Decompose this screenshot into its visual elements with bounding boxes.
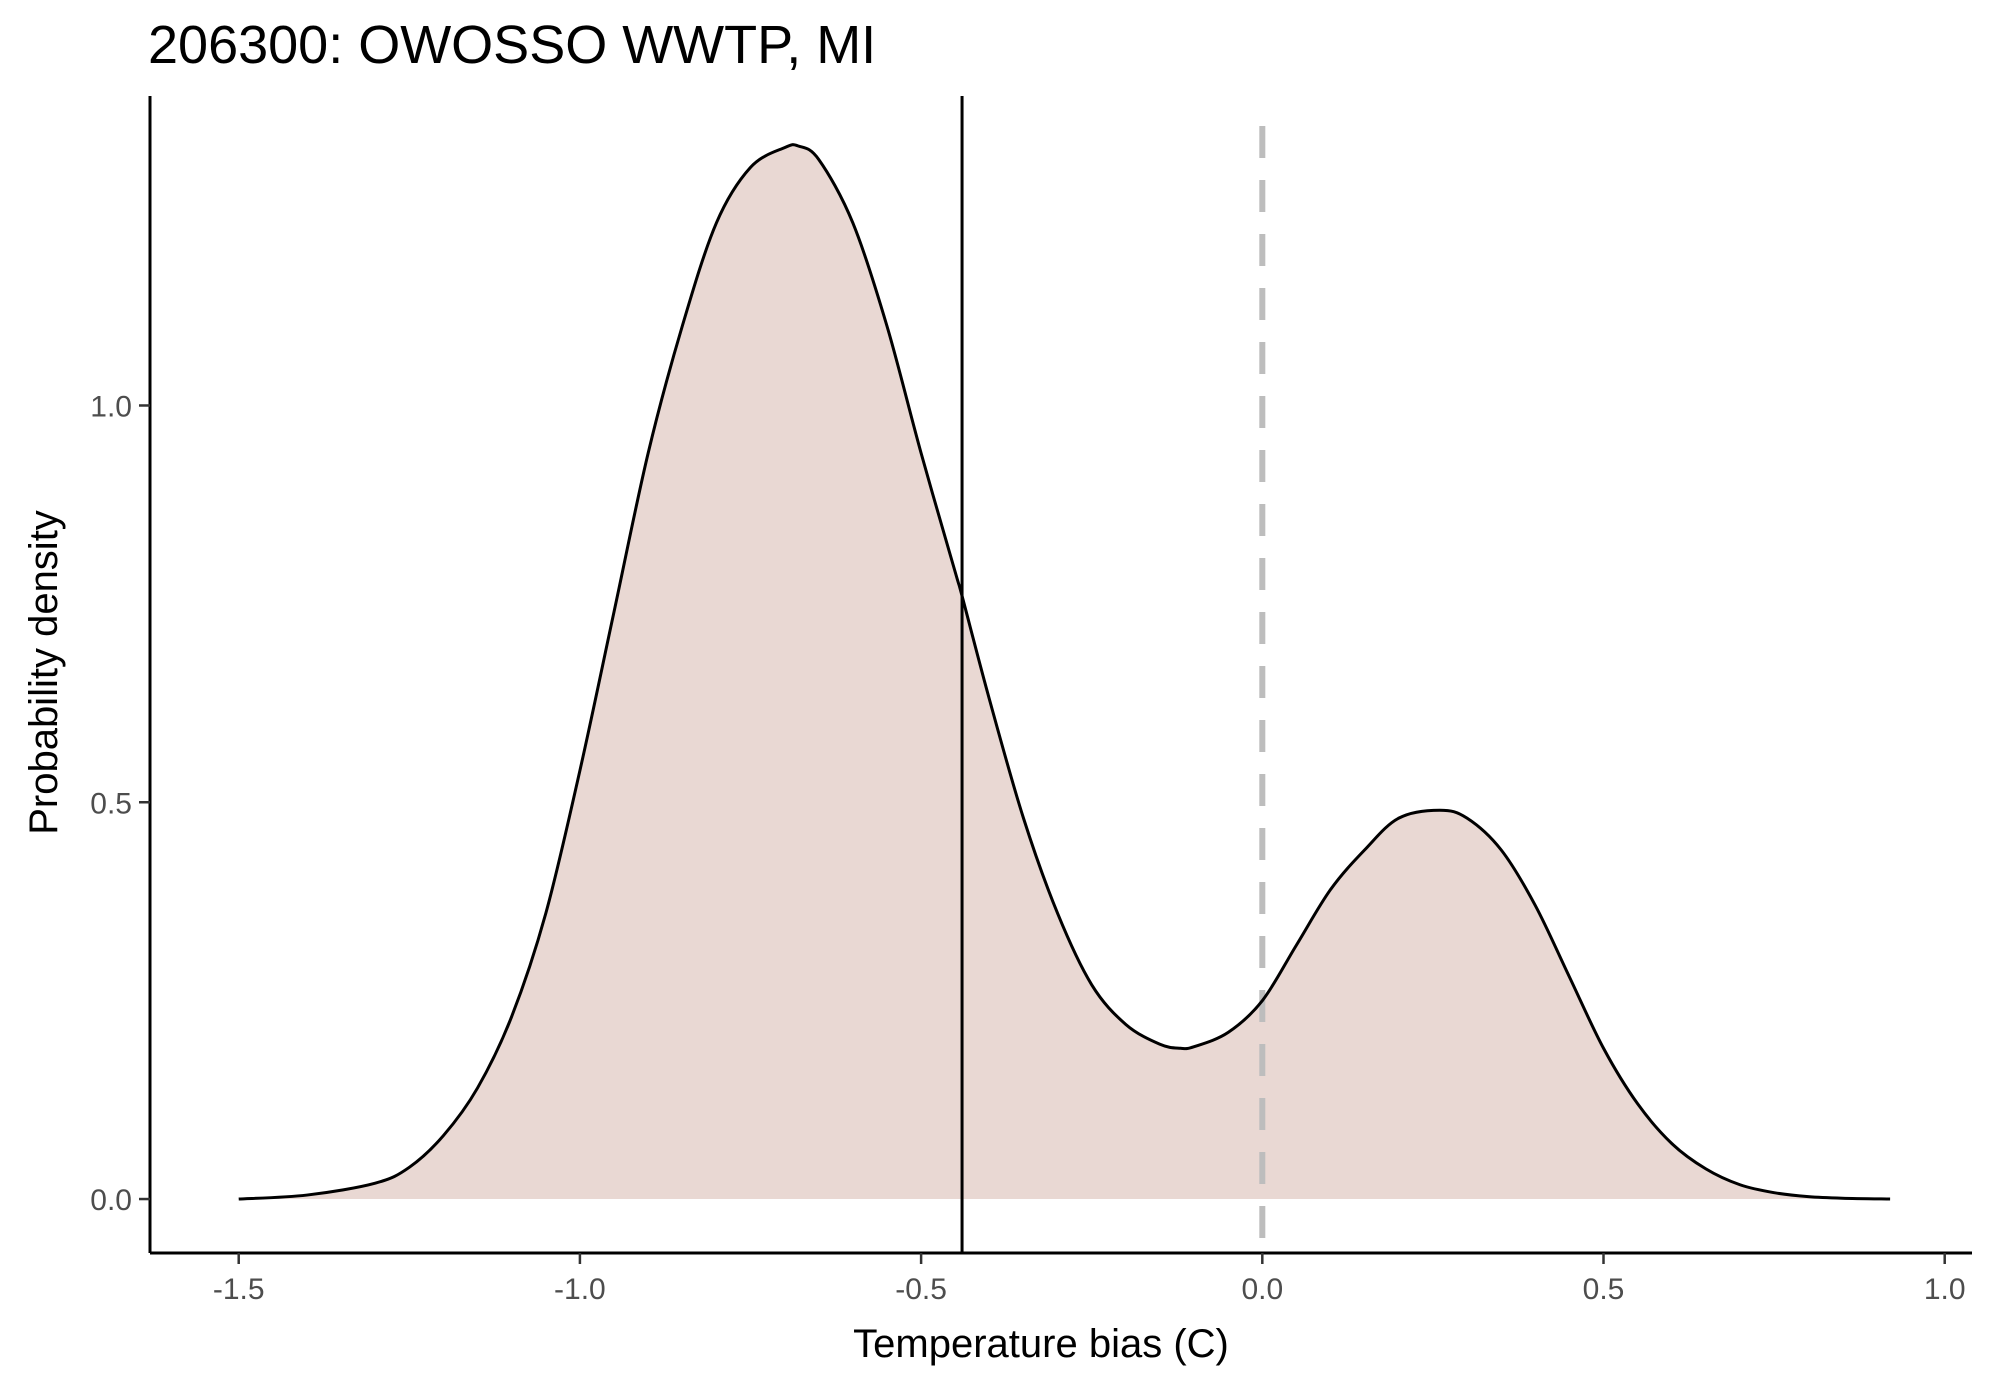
y-tick-label: 0.5 [90,787,132,820]
density-area-layer [238,144,1891,1200]
reference-lines-layer [960,96,1266,1253]
x-tick-label: 0.0 [1241,1273,1283,1306]
density-curve-layer [238,143,1891,1201]
y-axis-title: Probability density [22,510,66,835]
y-tick-label: 1.0 [90,390,132,423]
x-tick-label: -0.5 [895,1273,947,1306]
axes-layer: -1.5 -1.0 -0.5 0.0 0.5 1.0 0.0 0.5 1.0 [90,96,1972,1306]
x-tick-label: -1.0 [554,1273,606,1306]
density-area [238,144,1891,1200]
x-tick-label: 1.0 [1924,1273,1966,1306]
y-tick-label: 0.0 [90,1184,132,1217]
density-curve [238,143,1891,1201]
x-tick-label: 0.5 [1583,1273,1625,1306]
x-axis-title: Temperature bias (C) [853,1322,1229,1366]
x-tick-label: -1.5 [213,1273,265,1306]
chart-title: 206300: OWOSSO WWTP, MI [148,15,877,75]
